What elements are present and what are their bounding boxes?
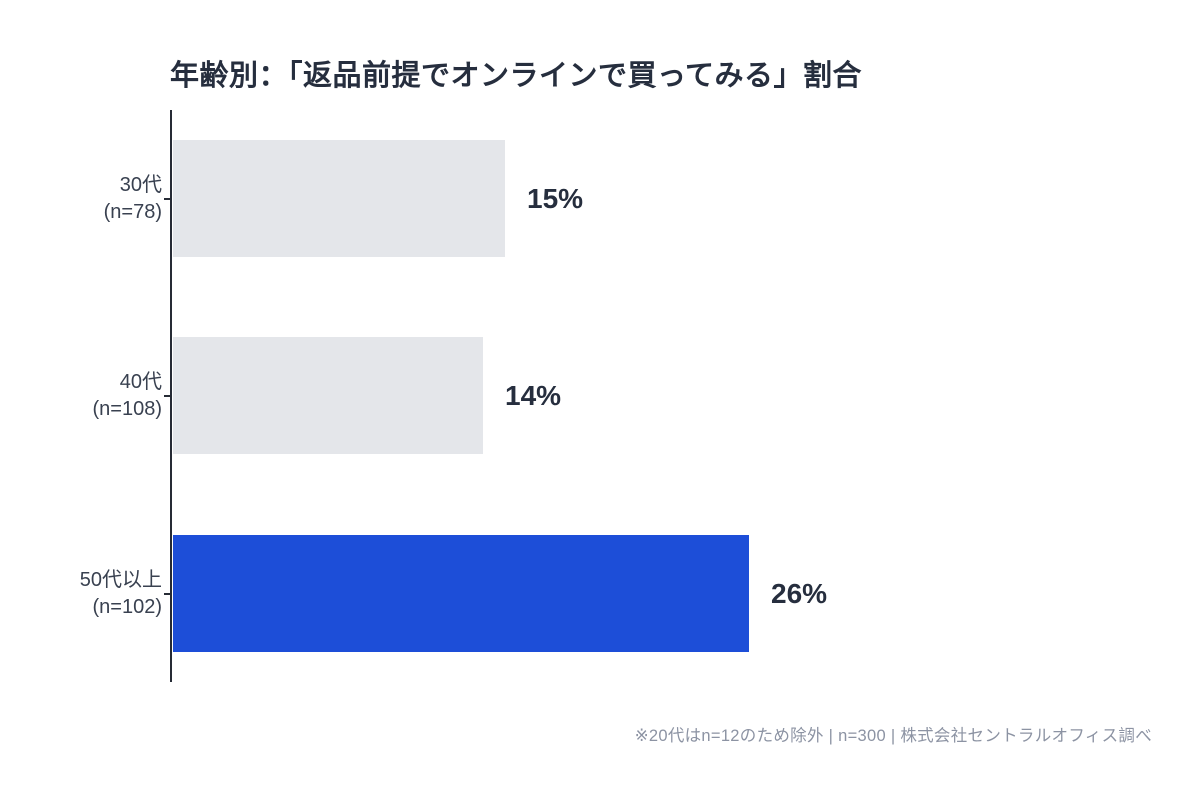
axis-tick bbox=[164, 394, 171, 397]
category-sample-size: (n=78) bbox=[103, 200, 162, 223]
value-label: 14% bbox=[505, 379, 562, 411]
category-name: 30代 bbox=[119, 174, 162, 197]
axis-tick bbox=[164, 592, 171, 595]
category-name: 40代 bbox=[119, 371, 162, 394]
bar-50代以上 bbox=[173, 535, 749, 652]
chart-title: 年齢別：「返品前提でオンラインで買ってみる」割合 bbox=[170, 60, 863, 92]
category-label: 50代以上 (n=102) bbox=[2, 535, 162, 652]
category-sample-size: (n=108) bbox=[92, 397, 163, 420]
value-label: 15% bbox=[527, 182, 584, 214]
category-label: 30代 (n=78) bbox=[2, 140, 162, 257]
bar-30代 bbox=[173, 140, 505, 257]
axis-tick bbox=[164, 197, 171, 200]
category-label: 40代 (n=108) bbox=[2, 337, 163, 454]
category-sample-size: (n=102) bbox=[92, 595, 163, 618]
y-axis-line bbox=[170, 110, 172, 682]
chart-footnote: ※20代はn=12のため除外 | n=300 | 株式会社セントラルオフィス調べ bbox=[634, 727, 1152, 745]
category-name: 50代以上 bbox=[79, 569, 162, 592]
value-label: 26% bbox=[771, 577, 828, 609]
bar-40代 bbox=[173, 337, 483, 454]
